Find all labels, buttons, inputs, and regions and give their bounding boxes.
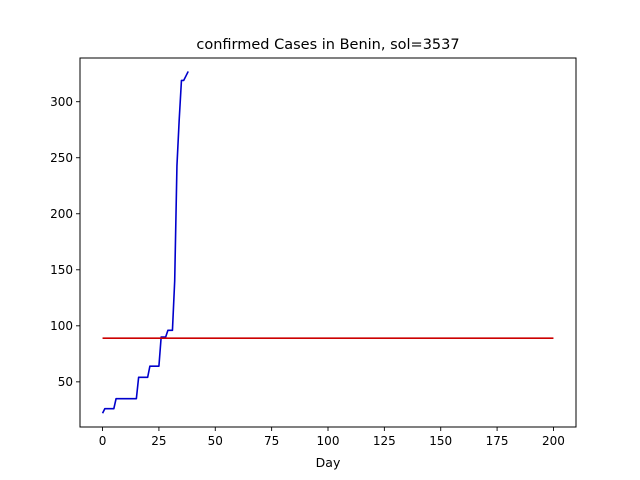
series-line-1 [101, 71, 189, 414]
x-tick-label: 200 [542, 434, 565, 448]
y-tick-label: 50 [58, 375, 73, 389]
y-tick-label: 200 [50, 207, 73, 221]
chart-title: confirmed Cases in Benin, sol=3537 [196, 37, 459, 53]
x-tick-label: 150 [429, 434, 452, 448]
plot-lines [101, 71, 554, 414]
x-tick-label: 0 [99, 434, 107, 448]
y-tick-label: 300 [50, 95, 73, 109]
y-tick-label: 150 [50, 263, 73, 277]
y-tick-label: 250 [50, 151, 73, 165]
x-axis-label: Day [316, 455, 341, 470]
x-tick-label: 25 [151, 434, 166, 448]
x-tick-label: 100 [317, 434, 340, 448]
x-tick-label: 125 [373, 434, 396, 448]
x-axis: 0 25 50 75 100 125 150 175 200 [99, 427, 565, 448]
y-tick-label: 100 [50, 319, 73, 333]
y-axis: 50 100 150 200 250 300 [50, 95, 80, 389]
x-tick-label: 175 [486, 434, 509, 448]
x-tick-label: 50 [208, 434, 223, 448]
x-tick-label: 75 [264, 434, 279, 448]
